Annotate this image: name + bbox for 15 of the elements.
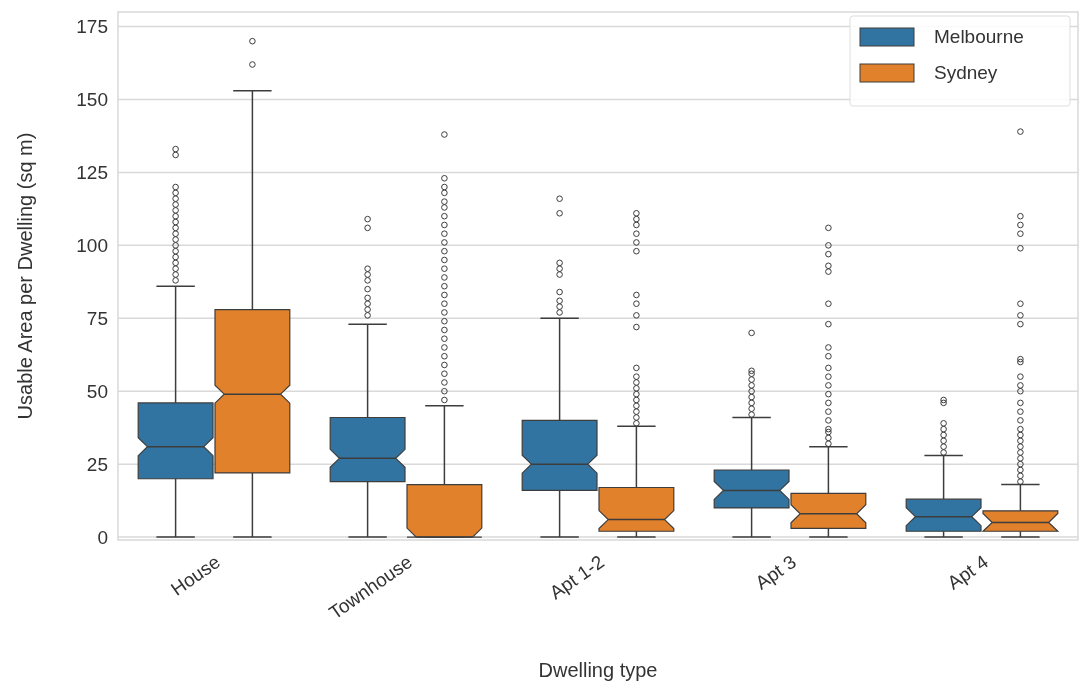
legend-label: Sydney (934, 62, 998, 83)
y-tick-label: 175 (76, 16, 108, 38)
y-tick-label: 75 (86, 307, 108, 329)
legend-label: Melbourne (934, 26, 1024, 47)
x-axis-title: Dwelling type (538, 659, 658, 681)
y-tick-label: 25 (86, 453, 108, 475)
x-tick-label: Apt 3 (751, 550, 800, 594)
x-tick-label: Apt 1-2 (545, 550, 608, 604)
x-tick-label: Apt 4 (943, 550, 993, 594)
y-tick-label: 0 (97, 526, 108, 548)
y-tick-label: 125 (76, 162, 108, 184)
y-tick-label: 100 (76, 235, 108, 257)
y-tick-label: 150 (76, 89, 108, 111)
y-tick-label: 50 (86, 380, 108, 402)
y-axis-title: Usable Area per Dwelling (sq m) (14, 132, 36, 420)
